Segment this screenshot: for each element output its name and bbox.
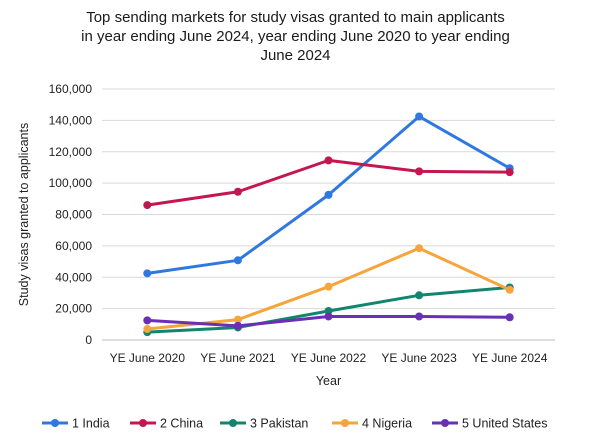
legend-swatch-marker (229, 419, 237, 427)
data-point (324, 190, 333, 199)
x-tick-label: YE June 2024 (472, 351, 548, 365)
series-5 (143, 312, 514, 330)
legend: 1 India 2 China 3 Pakistan 4 Nigeria 5 Unite… (42, 417, 547, 431)
y-axis-label: Study visas granted to applicants (17, 123, 31, 306)
y-tick-label: 140,000 (49, 113, 93, 127)
data-point (324, 282, 333, 291)
series-layer (143, 112, 514, 337)
legend-label: 5 United States (462, 417, 547, 431)
data-point (143, 201, 152, 210)
chart-title-line-3: June 2024 (260, 47, 331, 64)
y-tick-label: 60,000 (55, 239, 92, 253)
y-tick-label: 0 (85, 333, 92, 347)
data-point (143, 316, 152, 325)
y-tick-label: 80,000 (55, 208, 92, 222)
chart-title-line-1: Top sending markets for study visas gran… (86, 9, 505, 26)
data-point (505, 313, 514, 322)
data-point (233, 256, 242, 265)
data-point (415, 167, 424, 176)
legend-swatch-marker (441, 419, 449, 427)
legend-item: 3 Pakistan (220, 417, 308, 431)
data-point (233, 321, 242, 330)
legend-swatch-marker (139, 419, 147, 427)
chart-title-line-2: in year ending June 2024, year ending Ju… (81, 28, 510, 45)
legend-item: 4 Nigeria (332, 417, 412, 431)
data-point (233, 315, 242, 324)
data-point (415, 291, 424, 300)
series-1 (143, 112, 514, 278)
x-tick-label: YE June 2021 (200, 351, 276, 365)
y-tick-label: 160,000 (49, 82, 93, 96)
gridlines (102, 88, 555, 341)
data-point (143, 325, 152, 334)
legend-label: 3 Pakistan (250, 417, 308, 431)
x-tick-label: YE June 2022 (291, 351, 367, 365)
legend-item: 2 China (130, 417, 203, 431)
data-point (505, 285, 514, 294)
x-tick-label: YE June 2023 (381, 351, 457, 365)
chart-title: Top sending markets for study visas gran… (0, 8, 591, 65)
legend-label: 1 India (72, 417, 110, 431)
data-point (505, 168, 514, 177)
data-point (233, 187, 242, 196)
legend-item: 5 United States (432, 417, 547, 431)
data-point (324, 306, 333, 315)
legend-swatch-marker (341, 419, 349, 427)
data-point (415, 312, 424, 321)
y-tick-label: 100,000 (49, 176, 93, 190)
y-tick-label: 40,000 (55, 270, 92, 284)
data-point (324, 312, 333, 321)
y-tick-labels: 0 20,000 40,000 60,000 80,000 100,000 120,000 1… (49, 82, 93, 347)
data-point (143, 269, 152, 278)
x-tick-labels: YE June 2020 YE June 2021 YE June 2022 YE J… (110, 351, 548, 365)
data-point (415, 112, 424, 121)
x-axis-label: Year (316, 374, 341, 388)
legend-label: 4 Nigeria (362, 417, 412, 431)
legend-swatch-marker (51, 419, 59, 427)
y-tick-label: 20,000 (55, 302, 92, 316)
data-point (324, 156, 333, 165)
legend-item: 1 India (42, 417, 110, 431)
series-2 (143, 156, 514, 210)
legend-label: 2 China (160, 417, 203, 431)
series-3 (143, 283, 514, 337)
x-tick-label: YE June 2020 (110, 351, 186, 365)
data-point (415, 244, 424, 253)
y-tick-label: 120,000 (49, 145, 93, 159)
